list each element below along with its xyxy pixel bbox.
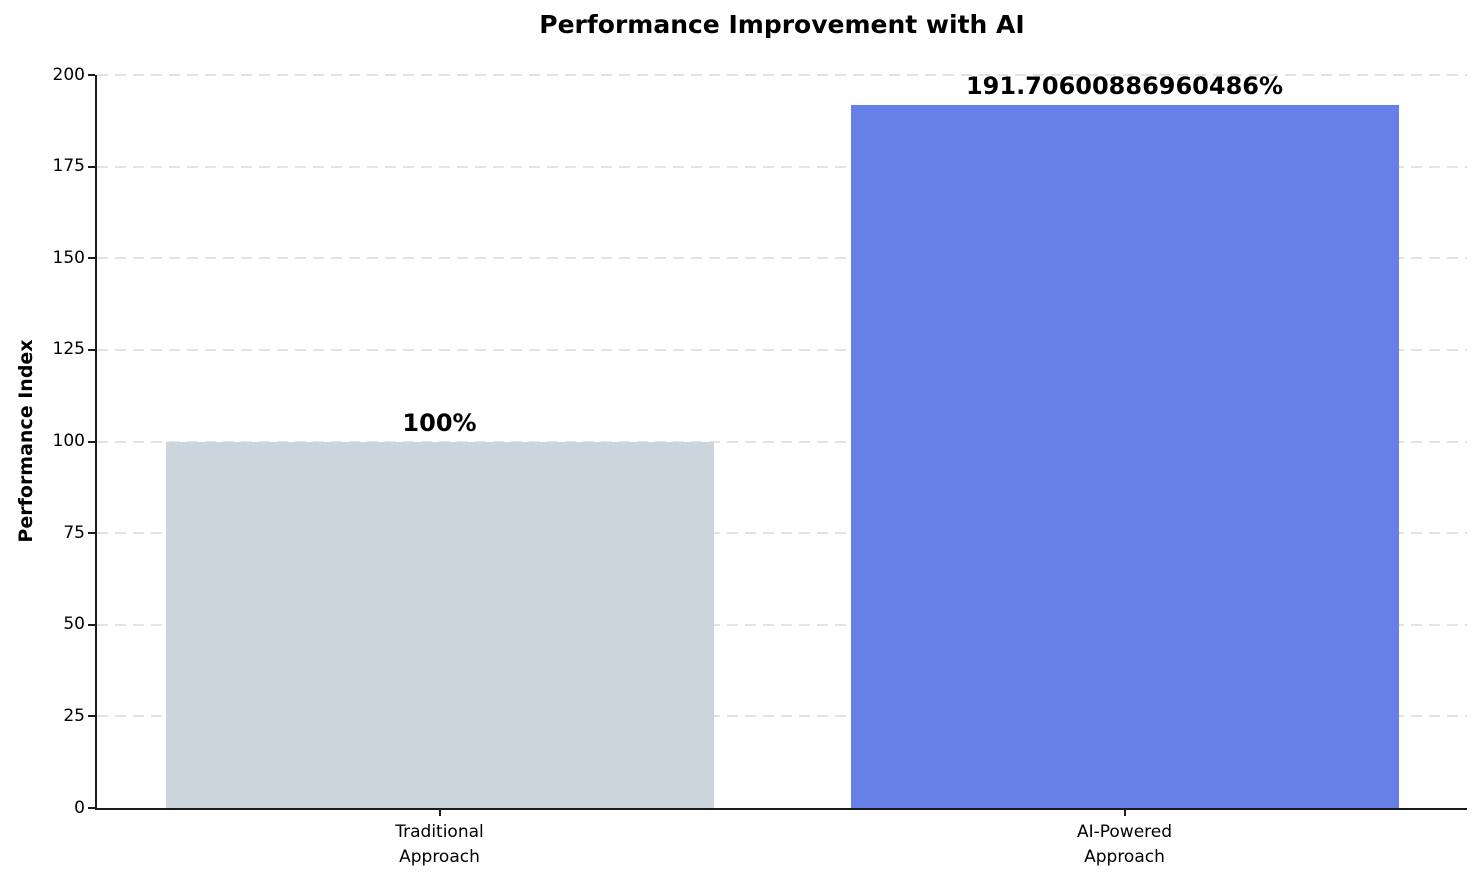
x-axis-spine xyxy=(95,808,1467,810)
y-tick-mark-25 xyxy=(88,715,95,718)
gridline-y-50 xyxy=(97,623,1467,626)
y-tick-mark-100 xyxy=(88,440,95,443)
x-tick-mark-traditional-approach xyxy=(438,810,441,816)
y-tick-mark-50 xyxy=(88,623,95,626)
gridline-y-100 xyxy=(97,440,1467,443)
y-tick-mark-75 xyxy=(88,532,95,535)
bar-ai-powered-approach xyxy=(850,105,1399,808)
gridline-y-125 xyxy=(97,348,1467,351)
gridline-y-175 xyxy=(97,165,1467,168)
gridline-y-25 xyxy=(97,715,1467,718)
bar-value-label-ai-powered-approach: 191.70600886960486% xyxy=(965,72,1284,101)
y-tick-label-175: 175 xyxy=(52,156,85,177)
y-tick-label-125: 125 xyxy=(52,339,85,360)
y-tick-label-25: 25 xyxy=(63,705,85,726)
gridline-y-75 xyxy=(97,532,1467,535)
y-tick-label-0: 0 xyxy=(74,797,85,818)
chart-title: Performance Improvement with AI xyxy=(539,10,1025,39)
y-tick-label-150: 150 xyxy=(52,247,85,268)
y-tick-mark-150 xyxy=(88,257,95,260)
y-tick-mark-0 xyxy=(88,807,95,809)
y-tick-label-75: 75 xyxy=(63,522,85,543)
plot-area: 0 25 50 75 100 125 150 175 200 100% Traditional Ap… xyxy=(53,66,1467,867)
y-tick-mark-175 xyxy=(88,165,95,168)
gridline-y-200 xyxy=(97,74,1467,76)
bar-value-label-traditional-approach: 100% xyxy=(402,408,477,437)
x-tick-mark-ai-powered-approach xyxy=(1123,810,1126,816)
bar-traditional-approach xyxy=(165,441,714,808)
y-tick-label-50: 50 xyxy=(63,614,85,635)
y-tick-label-200: 200 xyxy=(52,64,85,85)
x-tick-label-ai-powered-approach: AI-Powered Approach xyxy=(1076,822,1173,867)
y-tick-label-100: 100 xyxy=(52,431,85,451)
y-tick-mark-200 xyxy=(88,74,95,76)
y-axis-spine xyxy=(95,75,97,810)
x-tick-label-traditional-approach: Traditional Approach xyxy=(395,822,484,867)
y-tick-mark-125 xyxy=(88,348,95,351)
gridline-y-150 xyxy=(97,257,1467,260)
